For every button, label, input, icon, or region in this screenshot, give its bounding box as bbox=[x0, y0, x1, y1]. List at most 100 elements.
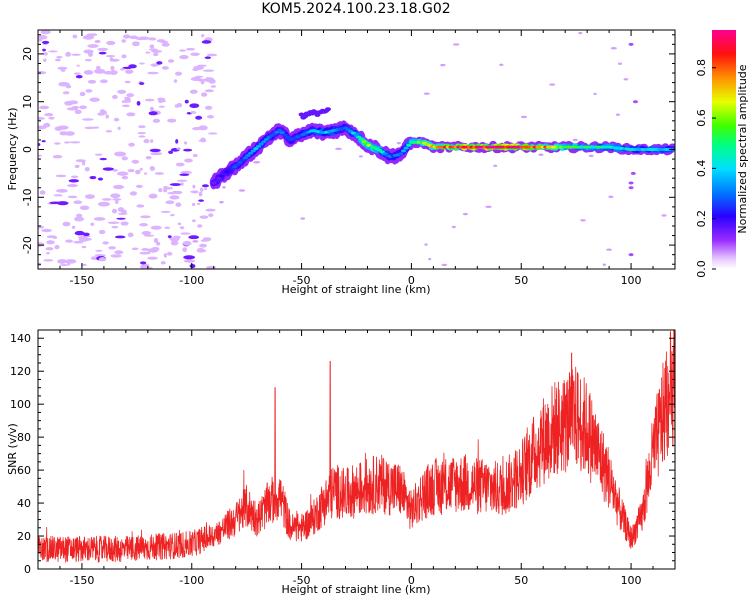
noise-blob bbox=[54, 58, 61, 62]
noise-blob bbox=[79, 205, 90, 210]
noise-blob bbox=[150, 49, 163, 53]
noise-blob bbox=[549, 83, 556, 86]
x-tick-label: 0 bbox=[408, 574, 415, 587]
noise-blob bbox=[138, 135, 146, 138]
noise-blob bbox=[137, 132, 147, 135]
noise-blob bbox=[136, 100, 141, 106]
y-tick-label: 20 bbox=[21, 47, 34, 61]
noise-blob bbox=[46, 252, 50, 255]
noise-blob bbox=[65, 51, 71, 57]
ridge-core bbox=[237, 160, 243, 164]
ridge-core bbox=[406, 143, 412, 147]
noise-blob bbox=[83, 49, 94, 54]
noise-blob bbox=[135, 169, 141, 175]
x-tick-label: -150 bbox=[69, 274, 94, 287]
noise-blob bbox=[462, 212, 468, 216]
noise-blob bbox=[200, 137, 206, 143]
noise-blob bbox=[485, 205, 492, 208]
noise-blob bbox=[41, 228, 52, 233]
noise-blob bbox=[82, 118, 94, 121]
colorbar: 0.0 0.2 0.4 0.6 0.8 Normalized spectral ampl… bbox=[695, 30, 749, 278]
ridge-core bbox=[358, 137, 364, 141]
noise-blob bbox=[66, 184, 79, 188]
noise-blob bbox=[75, 75, 83, 79]
colorbar-tick-label: 0.8 bbox=[695, 59, 708, 77]
snr-y-ticks: 0 20 40 60 80 100 120 140 bbox=[10, 332, 675, 576]
noise-blob bbox=[238, 189, 246, 192]
noise-blob bbox=[207, 132, 218, 135]
noise-blob bbox=[156, 61, 163, 65]
noise-blob bbox=[169, 183, 182, 186]
noise-blob bbox=[126, 93, 135, 98]
noise-blob bbox=[99, 157, 108, 161]
colorbar-tick-label: 0.6 bbox=[695, 109, 708, 127]
noise-blob bbox=[196, 202, 201, 206]
noise-blob bbox=[84, 58, 92, 62]
noise-blob bbox=[84, 126, 96, 130]
colorbar-tick-label: 0.0 bbox=[695, 260, 708, 278]
noise-blob bbox=[74, 109, 82, 114]
noise-blob bbox=[112, 208, 117, 214]
noise-blob bbox=[126, 112, 136, 117]
noise-blob bbox=[191, 202, 196, 207]
y-tick-label: 0 bbox=[21, 146, 34, 153]
ridge-core bbox=[234, 163, 241, 167]
noise-blob bbox=[144, 98, 155, 102]
noise-blob bbox=[121, 175, 129, 180]
noise-blob bbox=[602, 263, 607, 266]
noise-blob bbox=[54, 142, 61, 145]
noise-blob bbox=[40, 30, 51, 35]
noise-blob bbox=[180, 232, 191, 235]
ridge-core bbox=[353, 133, 359, 137]
noise-blob bbox=[42, 48, 46, 52]
noise-blob bbox=[201, 34, 205, 38]
noise-blob bbox=[190, 52, 200, 57]
noise-blob bbox=[96, 65, 101, 70]
ridge-core bbox=[219, 174, 225, 178]
noise-blob bbox=[48, 116, 55, 120]
noise-blob bbox=[65, 239, 74, 243]
noise-blob bbox=[580, 219, 586, 222]
noise-blob bbox=[117, 89, 127, 94]
noise-blob bbox=[538, 153, 544, 156]
noise-blob bbox=[121, 104, 130, 108]
noise-blob bbox=[189, 89, 198, 94]
noise-blob bbox=[131, 159, 140, 164]
snr-frame bbox=[37, 329, 676, 570]
noise-blob bbox=[147, 256, 158, 260]
noise-blob bbox=[43, 259, 54, 262]
noise-blob bbox=[98, 51, 107, 55]
noise-blob bbox=[89, 175, 97, 180]
noise-blob bbox=[45, 247, 54, 251]
noise-blob bbox=[200, 80, 205, 85]
noise-blob bbox=[65, 259, 77, 264]
noise-blob bbox=[192, 240, 199, 243]
noise-blob bbox=[109, 57, 114, 62]
noise-blob bbox=[190, 76, 201, 82]
noise-blob bbox=[189, 103, 200, 109]
noise-blob bbox=[150, 139, 154, 143]
spectrogram-x-label: Height of straight line (km) bbox=[281, 283, 430, 296]
noise-blob bbox=[44, 112, 54, 117]
noise-blob bbox=[41, 40, 50, 44]
noise-blob bbox=[173, 79, 178, 83]
noise-blob bbox=[179, 226, 185, 230]
noise-blob bbox=[131, 247, 139, 251]
noise-blob bbox=[114, 250, 124, 255]
noise-blob bbox=[114, 235, 126, 239]
noise-blob bbox=[145, 266, 153, 269]
noise-blob bbox=[138, 36, 150, 40]
noise-blob bbox=[120, 221, 129, 226]
noise-blob bbox=[69, 141, 81, 144]
noise-blob bbox=[572, 138, 578, 142]
noise-blob bbox=[127, 232, 134, 238]
noise-blob bbox=[141, 231, 152, 236]
noise-blob bbox=[358, 155, 363, 158]
noise-blob bbox=[84, 194, 95, 199]
noise-blob bbox=[139, 251, 151, 255]
ridge-core bbox=[261, 140, 267, 144]
noise-blob bbox=[81, 160, 86, 166]
noise-blob bbox=[161, 66, 170, 70]
ridge-core bbox=[216, 176, 222, 180]
